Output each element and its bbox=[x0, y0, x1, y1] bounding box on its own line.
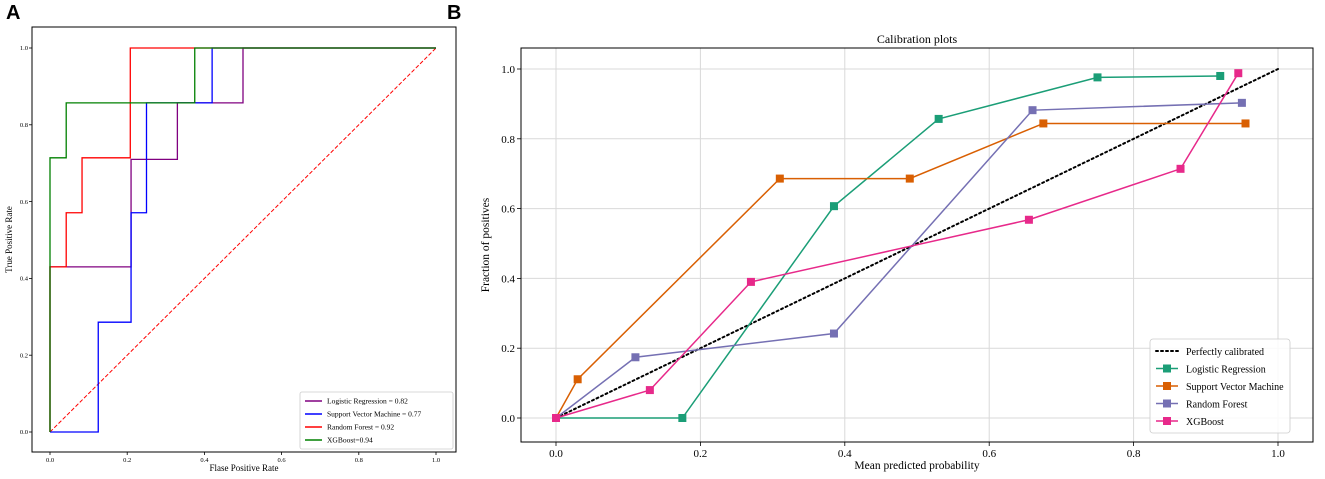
calibration-marker-logistic-regression bbox=[829, 202, 838, 211]
calibration-marker-xgboost bbox=[1176, 164, 1185, 173]
roc-y-tick-label: 0.2 bbox=[20, 352, 28, 359]
calibration-legend-marker bbox=[1163, 364, 1171, 373]
roc-legend-label: XGBoost=0.94 bbox=[327, 436, 373, 445]
calibration-marker-xgboost bbox=[746, 277, 755, 286]
calibration-legend-frame bbox=[1149, 338, 1291, 434]
calibration-line-xgboost bbox=[555, 72, 1239, 419]
roc-y-tick-label: 0.4 bbox=[20, 276, 29, 283]
panel-b-label: B bbox=[447, 2, 462, 24]
calibration-marker-support-vector-machine bbox=[905, 174, 914, 183]
calibration-y-tick-label: 0.6 bbox=[501, 204, 515, 216]
calibration-x-tick-label: 0.4 bbox=[838, 448, 852, 460]
calibration-legend-label: Logistic Regression bbox=[1186, 365, 1266, 376]
calibration-x-tick-label: 0.6 bbox=[982, 448, 996, 460]
calibration-marker-logistic-regression bbox=[934, 114, 943, 123]
calibration-marker-logistic-regression bbox=[1093, 73, 1102, 82]
calibration-line-support-vector-machine bbox=[555, 122, 1246, 419]
calibration-y-axis-label: Fraction of positives bbox=[480, 197, 492, 292]
roc-curve-xgboost-0-94 bbox=[49, 47, 436, 432]
calibration-legend-label: Random Forest bbox=[1186, 400, 1248, 411]
calibration-y-tick-label: 0.2 bbox=[501, 343, 515, 355]
roc-curve-support-vector-machine-0-77 bbox=[50, 47, 436, 433]
calibration-y-tick-label: 0.4 bbox=[501, 273, 515, 285]
roc-legend-frame bbox=[299, 391, 454, 450]
calibration-x-tick-label: 1.0 bbox=[1271, 448, 1285, 460]
calibration-marker-random-forest bbox=[829, 329, 838, 338]
calibration-marker-random-forest bbox=[1237, 98, 1246, 107]
roc-y-axis-label: True Positive Rate bbox=[4, 206, 14, 273]
roc-y-tick-label: 0.0 bbox=[20, 429, 28, 436]
calibration-y-tick-label: 0.0 bbox=[501, 413, 515, 425]
roc-x-axis-label: Flase Positive Rate bbox=[210, 463, 279, 473]
calibration-marker-support-vector-machine bbox=[775, 174, 784, 183]
calibration-marker-random-forest bbox=[631, 353, 640, 362]
calibration-line-perfectly-calibrated bbox=[555, 68, 1279, 419]
calibration-marker-support-vector-machine bbox=[1039, 119, 1048, 128]
calibration-chart: Calibration plots 0.0 0.2 0.4 0.6 0.8 1.0 0.0 0.… bbox=[480, 32, 1314, 472]
calibration-marker-logistic-regression bbox=[1216, 71, 1225, 80]
calibration-x-axis-label: Mean predicted probability bbox=[854, 460, 979, 472]
roc-x-tick-label: 0.4 bbox=[200, 457, 209, 464]
roc-legend-label: Support Vector Machine = 0.77 bbox=[327, 410, 422, 419]
calibration-y-tick-label: 1.0 bbox=[501, 64, 515, 76]
panel-a-label: A bbox=[6, 2, 21, 24]
calibration-marker-support-vector-machine bbox=[573, 375, 582, 384]
calibration-y-tick-label: 0.8 bbox=[501, 134, 515, 146]
roc-y-tick-label: 1.0 bbox=[20, 45, 28, 52]
roc-x-tick-label: 0.6 bbox=[278, 457, 287, 464]
roc-axes-frame bbox=[31, 26, 457, 453]
roc-legend-label: Random Forest = 0.92 bbox=[327, 423, 394, 432]
calibration-axes-frame bbox=[520, 47, 1314, 443]
roc-x-tick-label: 0.8 bbox=[355, 457, 363, 464]
calibration-marker-xgboost bbox=[645, 386, 654, 395]
calibration-legend-label: Perfectly calibrated bbox=[1186, 347, 1264, 358]
calibration-title: Calibration plots bbox=[877, 32, 958, 46]
roc-x-tick-label: 1.0 bbox=[432, 457, 440, 464]
roc-legend-label: Logistic Regression = 0.82 bbox=[327, 397, 408, 406]
roc-x-tick-label: 0.2 bbox=[123, 457, 131, 464]
calibration-marker-logistic-regression bbox=[678, 414, 687, 422]
calibration-legend-marker bbox=[1163, 417, 1171, 425]
roc-chance-line bbox=[49, 47, 437, 433]
calibration-line-random-forest bbox=[555, 102, 1242, 419]
calibration-legend-label: XGBoost bbox=[1186, 417, 1224, 428]
calibration-legend-marker bbox=[1163, 382, 1171, 390]
roc-y-tick-label: 0.8 bbox=[20, 122, 28, 129]
calibration-line-logistic-regression bbox=[556, 75, 1221, 419]
roc-curve-random-forest-0-92 bbox=[49, 47, 436, 432]
calibration-marker-xgboost bbox=[552, 414, 560, 422]
calibration-x-tick-label: 0.0 bbox=[549, 448, 563, 460]
calibration-legend-marker bbox=[1163, 399, 1171, 408]
calibration-marker-support-vector-machine bbox=[1241, 119, 1250, 128]
roc-y-tick-label: 0.6 bbox=[20, 199, 29, 206]
calibration-legend-label: Support Vector Machine bbox=[1186, 382, 1284, 393]
calibration-marker-xgboost bbox=[1234, 69, 1243, 78]
roc-curve-logistic-regression-0-82 bbox=[49, 47, 436, 432]
calibration-marker-xgboost bbox=[1024, 215, 1033, 224]
calibration-marker-random-forest bbox=[1028, 106, 1037, 115]
roc-x-tick-label: 0.0 bbox=[46, 457, 54, 464]
calibration-x-tick-label: 0.2 bbox=[694, 448, 708, 460]
roc-chart: 0.0 0.2 0.4 0.6 0.8 1.0 0.0 0.2 0.4 0.6 0.8 1.0 Flas… bbox=[4, 26, 457, 473]
calibration-x-tick-label: 0.8 bbox=[1127, 448, 1141, 460]
